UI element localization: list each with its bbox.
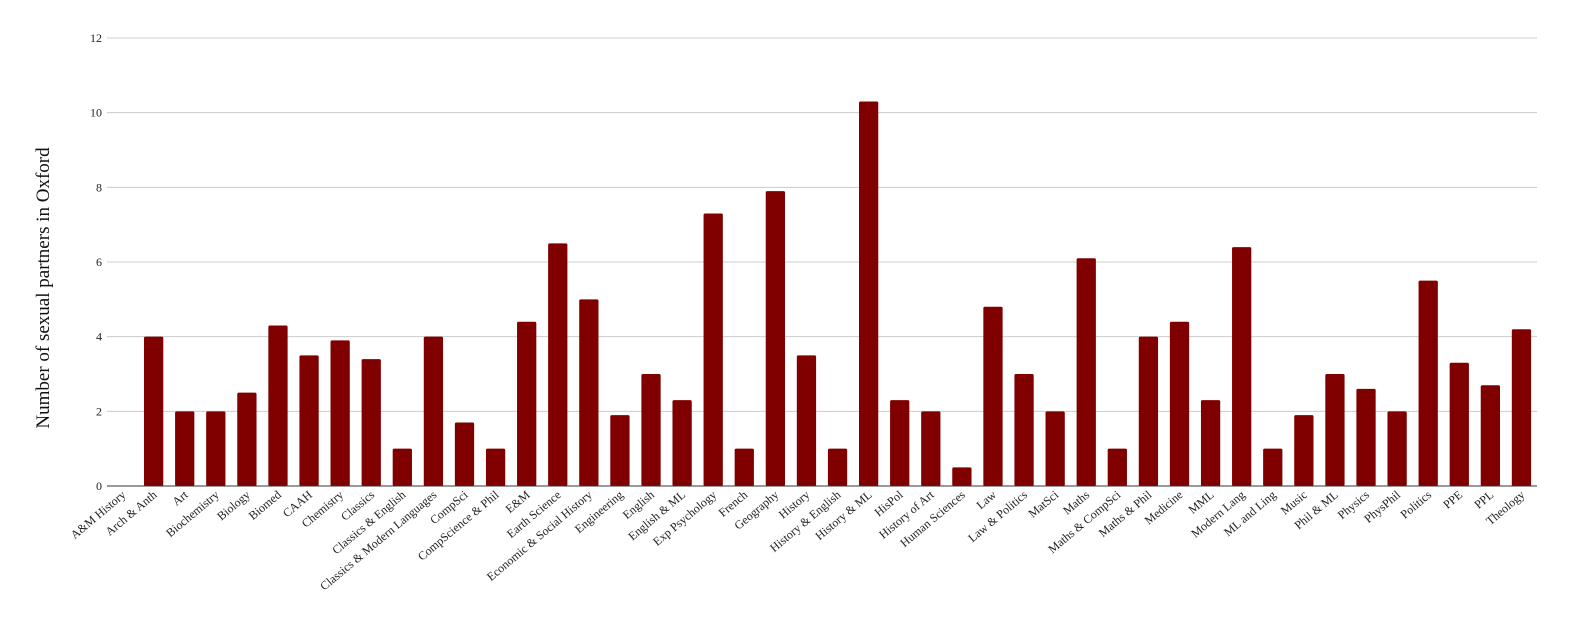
bar: [1325, 374, 1345, 486]
x-category-label: Politics: [1398, 487, 1435, 521]
bar: [548, 243, 568, 486]
y-tick-label: 10: [90, 106, 102, 120]
bar: [206, 411, 226, 486]
bar: [454, 422, 475, 486]
bar: [1418, 280, 1438, 486]
bar: [143, 336, 164, 486]
bar: [952, 467, 972, 486]
bar: [1076, 258, 1096, 486]
bar: [1449, 362, 1469, 486]
y-tick-label: 8: [96, 180, 102, 194]
bar: [827, 448, 848, 486]
bar: [765, 191, 786, 487]
x-category-label: Art: [169, 487, 191, 508]
x-category-label: Law & Politics: [965, 487, 1030, 545]
bar: [890, 400, 910, 486]
bar: [1356, 388, 1376, 486]
bar: [1014, 374, 1034, 486]
y-axis-title: Number of sexual partners in Oxford: [33, 147, 54, 429]
bar: [641, 374, 661, 486]
bar: [579, 299, 599, 486]
x-category-label: MatSci: [1026, 487, 1062, 520]
bar: [672, 400, 692, 486]
y-tick-label: 4: [96, 330, 102, 344]
y-tick-label: 12: [90, 31, 102, 45]
bar: [734, 448, 754, 486]
bar: [175, 411, 195, 486]
x-category-label: PhysPhil: [1361, 487, 1403, 526]
bar: [237, 392, 257, 486]
bar: [1138, 336, 1159, 486]
y-tick-labels: 0 2 4 6 8 10 12: [90, 31, 102, 493]
bar: [485, 448, 506, 486]
bar: [1294, 415, 1314, 486]
bars-layer: [143, 101, 1532, 487]
bar: [517, 321, 537, 486]
bar: [1107, 448, 1127, 486]
bar: [1169, 321, 1190, 486]
x-category-label: Biomed: [246, 488, 284, 523]
y-tick-label: 0: [96, 479, 102, 493]
bar: [610, 415, 630, 486]
bar: [1263, 448, 1283, 486]
bar: [361, 359, 381, 486]
bar: [423, 336, 444, 486]
bar: [268, 325, 288, 486]
bar: [858, 101, 879, 486]
bar: [1387, 411, 1407, 486]
bar: [1200, 400, 1221, 486]
bar: [703, 213, 723, 486]
x-category-label: PPE: [1440, 488, 1465, 512]
y-tick-label: 6: [96, 255, 102, 269]
x-category-label: Biology: [214, 488, 253, 524]
bar: [299, 355, 319, 486]
bar: [1480, 385, 1501, 486]
bar: [330, 340, 350, 486]
bar: [983, 306, 1003, 486]
grid-layer: [107, 37, 1537, 412]
bar: [796, 355, 817, 486]
bar: [1232, 247, 1252, 486]
bar: [1511, 329, 1532, 486]
y-tick-label: 2: [96, 404, 102, 418]
bar: [1045, 411, 1065, 486]
bar: [392, 448, 412, 486]
bar: [921, 411, 941, 486]
